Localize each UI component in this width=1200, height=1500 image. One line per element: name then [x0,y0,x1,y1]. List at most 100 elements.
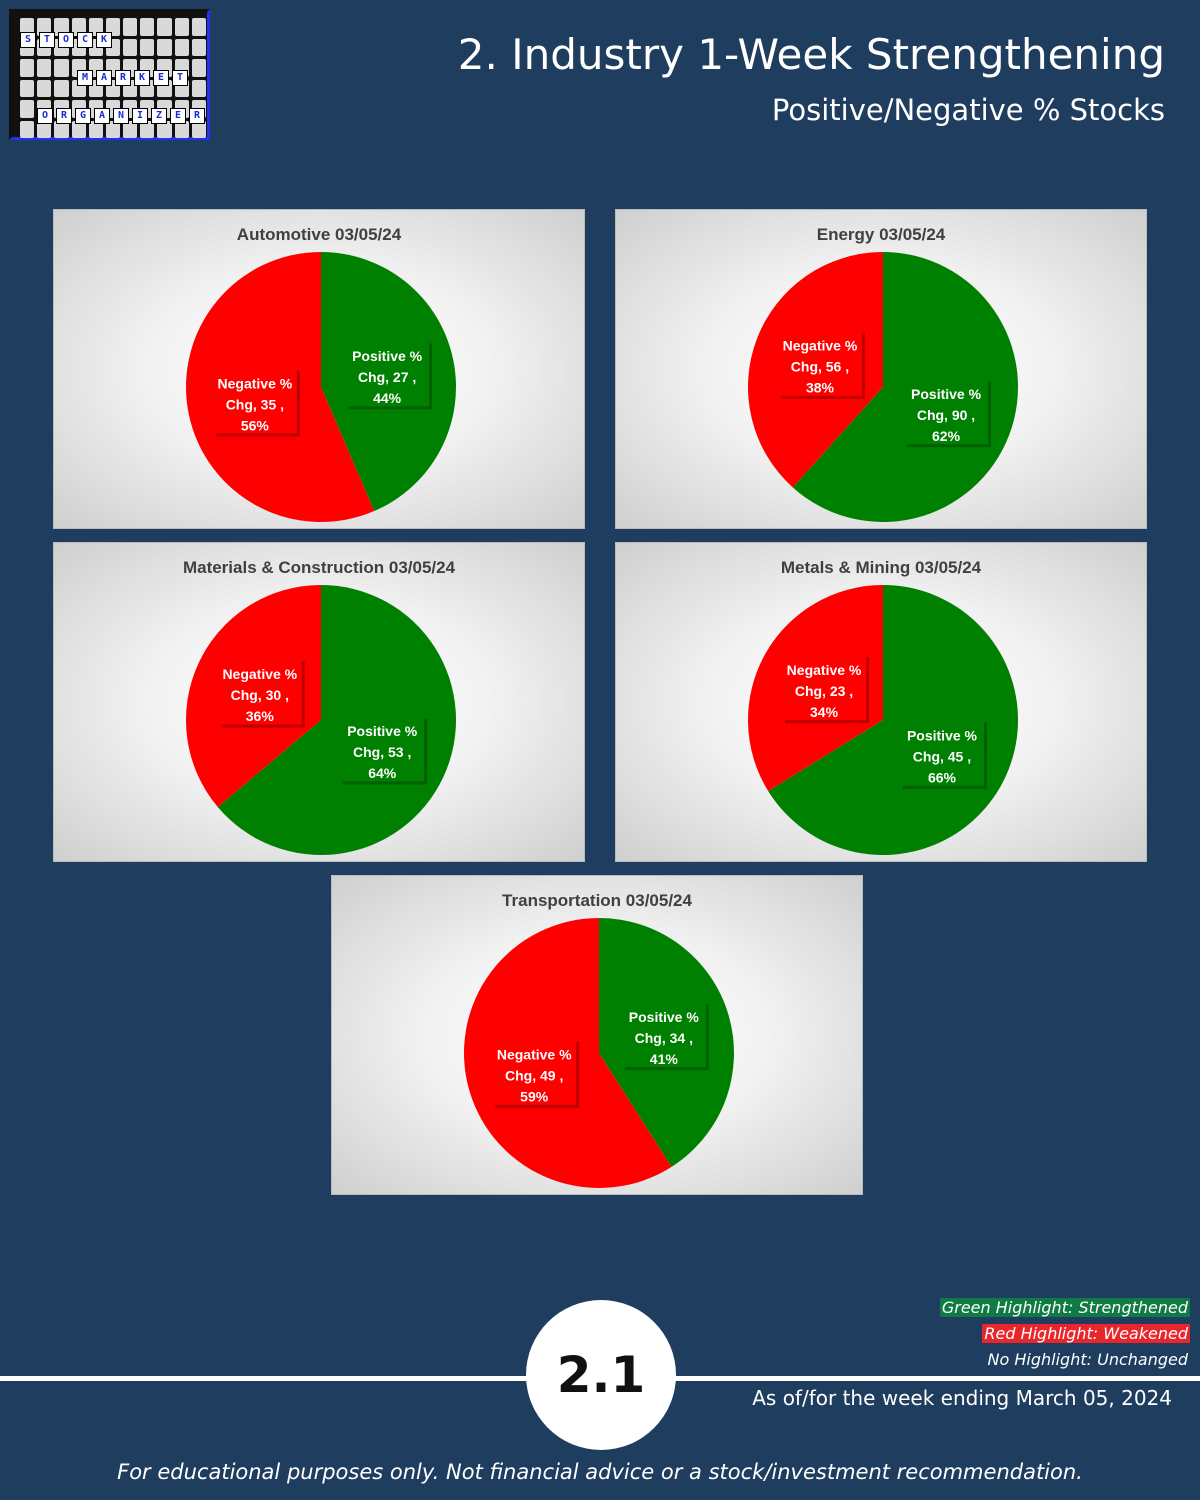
logo-letter: S [20,32,36,48]
logo-grid [20,18,206,138]
data-label-negative: Negative % Chg, 49 , 59% [492,1038,580,1108]
data-label-text: Positive % [352,348,423,364]
logo-letter: K [96,32,112,48]
logo-grid-cell [71,18,86,36]
data-label-text: Chg, 45 , [913,749,971,765]
disclaimer: For educational purposes only. Not finan… [117,1460,1083,1484]
data-label-box [904,378,989,445]
logo-grid-cell [105,120,121,138]
logo-grid-cell [123,38,138,56]
pie-chart: Positive % Chg, 34 , 41% Negative % Chg, 49 … [464,918,734,1188]
logo-grid-cell [123,18,138,36]
legend-green-highlight: Green Highlight: Strengthened [939,1298,1190,1317]
data-label-box [899,719,984,786]
logo-grid-cell [105,18,121,36]
logo-letter: E [153,70,169,86]
chart-materials-construction: Positive % Chg, 53 , 64% Negative % Chg, 30 … [53,542,585,862]
data-label-positive: Positive % Chg, 27 , 44% [345,340,433,410]
data-label-positive: Positive % Chg, 90 , 62% [904,378,992,448]
logo-grid-cell [20,120,35,138]
logo-grid-cell [20,100,35,118]
data-label-text: Chg, 49 , [505,1068,563,1084]
logo-grid-cell [20,59,35,77]
logo-grid-cell [54,59,69,77]
data-label-negative: Negative % Chg, 30 , 36% [217,658,305,728]
logo-grid-cell [191,38,206,56]
data-label-text: Chg, 35 , [226,396,284,412]
logo-letter: O [58,32,74,48]
data-label-text: 64% [368,765,397,781]
logo-grid-cell [20,79,35,97]
logo-grid-cell [157,120,172,138]
chart-energy: Positive % Chg, 90 , 62% Negative % Chg, 56 … [615,209,1147,529]
logo-grid-cell [191,59,206,77]
logo-grid-cell [54,79,69,97]
logo-letter: G [75,108,91,124]
data-label-text: Chg, 53 , [353,744,411,760]
logo-grid-cell [157,18,172,36]
data-label-text: 56% [241,417,270,433]
data-label-text: 34% [810,704,839,720]
logo-letter: A [94,108,110,124]
chart-metals-mining: Positive % Chg, 45 , 66% Negative % Chg, 23 … [615,542,1147,862]
logo-letter: R [189,108,205,124]
logo-grid-cell [37,79,52,97]
logo-grid-cell [37,18,52,36]
data-label-text: Chg, 30 , [231,687,289,703]
logo-grid-cell [191,120,206,138]
logo-grid-cell [88,120,103,138]
logo-grid-cell [88,18,103,36]
data-label-text: Negative % [222,666,297,682]
page-number-badge: 2.1 [526,1300,676,1450]
data-label-box [621,1001,706,1068]
data-label-text: Negative % [787,662,862,678]
data-label-box [782,654,867,721]
data-label-text: Chg, 23 , [795,683,853,699]
pie-slice-positive [768,585,1018,855]
logo-grid-cell [54,18,69,36]
data-label-text: 62% [932,428,961,444]
logo-grid-cell [20,18,35,36]
data-label-text: 44% [373,390,402,406]
data-label-text: Chg, 90 , [917,407,975,423]
data-label-positive: Positive % Chg, 53 , 64% [340,715,428,785]
data-label-box [340,715,425,782]
logo-grid-cell [71,120,86,138]
pie-chart: Positive % Chg, 45 , 66% Negative % Chg, 23 … [748,585,1018,855]
logo-letter: O [37,108,53,124]
logo-letter: M [77,70,93,86]
logo-letter: E [170,108,186,124]
logo-letter: C [77,32,93,48]
logo-grid-cell [140,38,155,56]
data-label-text: 59% [520,1089,549,1105]
as-of-date: As of/for the week ending March 05, 2024 [752,1386,1172,1410]
data-label-text: 66% [928,770,957,786]
data-label-text: Positive % [629,1009,700,1025]
chart-title: Automotive 03/05/24 [236,225,402,244]
logo-grid-cell [123,120,138,138]
logo-letter: K [134,70,150,86]
pie-slice-positive [217,585,457,855]
chart-title: Materials & Construction 03/05/24 [182,558,456,577]
data-label-negative: Negative % Chg, 56 , 38% [777,329,865,399]
data-label-box [777,329,862,396]
chart-transportation: Positive % Chg, 34 , 41% Negative % Chg, 49 … [331,875,863,1195]
logo-grid-cell [140,18,155,36]
page-subtitle: Positive/Negative % Stocks [771,93,1165,127]
data-label-box [212,367,297,434]
chart-title: Energy 03/05/24 [816,225,946,244]
pie-chart: Positive % Chg, 27 , 44% Negative % Chg, 35 … [185,252,457,522]
page-title: 2. Industry 1-Week Strengthening [457,30,1165,79]
logo-grid-cell [174,120,189,138]
data-label-positive: Positive % Chg, 45 , 66% [899,719,987,789]
logo-grid-cell [191,79,206,97]
data-label-negative: Negative % Chg, 23 , 34% [782,654,870,724]
logo-letter: T [39,32,55,48]
logo-letter: R [56,108,72,124]
pie-chart: Positive % Chg, 90 , 62% Negative % Chg, 56 … [748,252,1018,522]
logo-grid-cell [174,18,189,36]
